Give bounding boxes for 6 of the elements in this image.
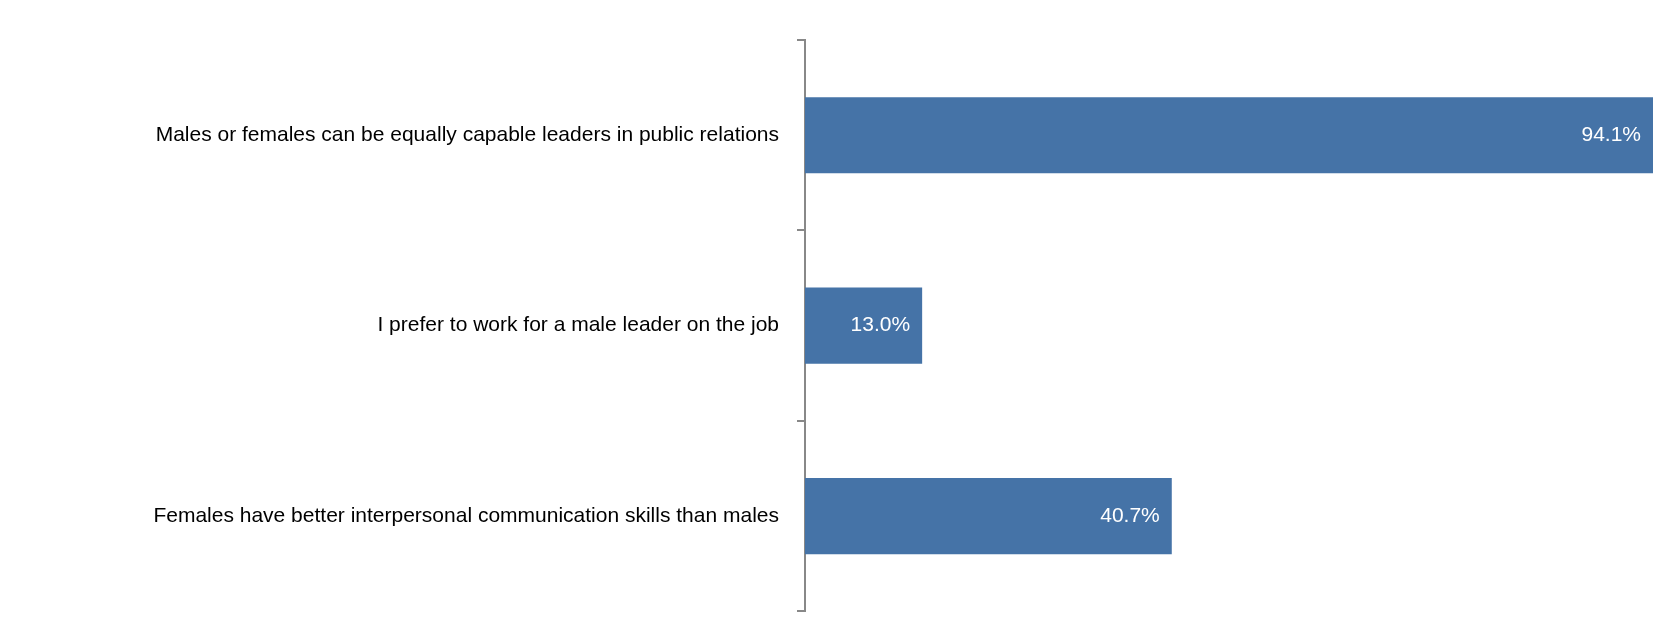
y-tick-label: Females have better interpersonal communication skills than males [153,502,779,526]
y-tick-label: Males or females can be equally capable leaders in public relations [155,122,779,146]
data-label: 13.0% [850,312,911,336]
data-label: 94.1% [1581,122,1641,146]
y-tick-label: I prefer to work for a male leader on the job [377,312,779,336]
data-label: 40.7% [1100,502,1160,526]
